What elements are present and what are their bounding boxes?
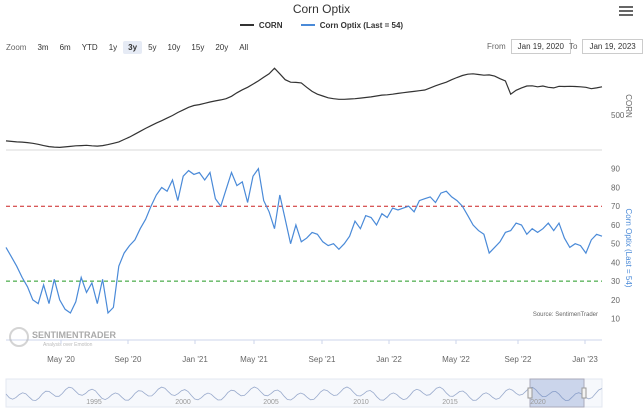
legend-label-optix: Corn Optix (Last = 54) <box>319 20 404 30</box>
x-tick-label: Jan '22 <box>376 355 402 364</box>
x-tick-label: Sep '22 <box>505 355 532 364</box>
navigator-tick-label: 2005 <box>263 399 279 406</box>
x-tick-label: Sep '21 <box>309 355 336 364</box>
optix-line <box>5 167 603 315</box>
legend: CORN Corn Optix (Last = 54) <box>0 19 643 30</box>
zoom-label: Zoom <box>6 43 27 52</box>
optix-axis-tick-80: 80 <box>611 183 620 192</box>
corn-axis-label: CORN <box>624 94 633 118</box>
zoom-button-3m[interactable]: 3m <box>37 43 49 52</box>
navigator-tick-label: 1995 <box>86 399 102 406</box>
x-tick-label: Jan '23 <box>572 355 598 364</box>
zoom-button-10y[interactable]: 10y <box>167 43 181 52</box>
to-label: To <box>569 42 578 51</box>
x-tick-label: Sep '20 <box>115 355 142 364</box>
legend-item-corn[interactable]: CORN <box>239 20 283 30</box>
zoom-button-1y[interactable]: 1y <box>108 43 118 52</box>
optix-axis-tick-10: 10 <box>611 315 620 324</box>
zoom-button-20y[interactable]: 20y <box>215 43 229 52</box>
zoom-button-5y[interactable]: 5y <box>148 43 157 52</box>
navigator-tick-label: 2000 <box>175 399 191 406</box>
navigator-handle-left <box>527 387 533 399</box>
legend-swatch-corn <box>239 24 254 26</box>
source-credit: Source: SentimenTrader <box>533 312 598 318</box>
x-tick-label: Jan '21 <box>182 355 208 364</box>
legend-swatch-optix <box>300 24 315 26</box>
x-tick-label: May '20 <box>47 355 75 364</box>
corn-line <box>5 67 603 149</box>
range-to: To Jan 19, 2023 <box>569 39 643 54</box>
navigator-tick-label: 2010 <box>353 399 369 406</box>
from-label: From <box>487 42 506 51</box>
optix-axis-tick-40: 40 <box>611 258 620 267</box>
chart-title: Corn Optix <box>292 2 351 16</box>
corn-axis-tick: 500 <box>611 111 625 120</box>
optix-axis-label: Corn Optix (Last = 54) <box>624 209 633 288</box>
hamburger-menu-icon[interactable] <box>619 6 633 17</box>
zoom-button-all[interactable]: All <box>239 43 249 52</box>
optix-axis-tick-70: 70 <box>611 202 620 211</box>
legend-label-corn: CORN <box>258 20 283 30</box>
to-date-input[interactable]: Jan 19, 2023 <box>582 39 643 54</box>
navigator-tick-label: 2015 <box>442 399 458 406</box>
optix-axis-tick-90: 90 <box>611 165 620 174</box>
optix-axis-tick-20: 20 <box>611 296 620 305</box>
zoom-button-15y[interactable]: 15y <box>191 43 205 52</box>
optix-axis-tick-30: 30 <box>611 277 620 286</box>
navigator-line <box>5 386 603 402</box>
navigator-handle-right <box>581 387 587 399</box>
zoom-bar: Zoom 3m 6m YTD 1y 3y 5y 10y 15y 20y All <box>6 41 254 54</box>
zoom-button-6m[interactable]: 6m <box>59 43 71 52</box>
x-tick-label: May '22 <box>442 355 470 364</box>
x-tick-label: May '21 <box>240 355 268 364</box>
range-from: From Jan 19, 2020 <box>487 39 571 54</box>
navigator-tick-label: 2020 <box>530 399 546 406</box>
watermark <box>9 327 29 347</box>
watermark-tagline: Analysis over Emotion <box>43 342 93 348</box>
legend-item-optix[interactable]: Corn Optix (Last = 54) <box>300 20 404 30</box>
optix-axis-tick-60: 60 <box>611 221 620 230</box>
navigator-bg <box>5 378 603 408</box>
zoom-button-3y[interactable]: 3y <box>123 41 143 54</box>
from-date-input[interactable]: Jan 19, 2020 <box>510 39 571 54</box>
zoom-button-ytd[interactable]: YTD <box>81 43 98 52</box>
zoom-buttons: 3m 6m YTD 1y 3y 5y 10y 15y 20y All <box>32 41 254 54</box>
optix-axis-tick-50: 50 <box>611 240 620 249</box>
watermark-brand: SENTIMENTRADER <box>32 330 117 340</box>
